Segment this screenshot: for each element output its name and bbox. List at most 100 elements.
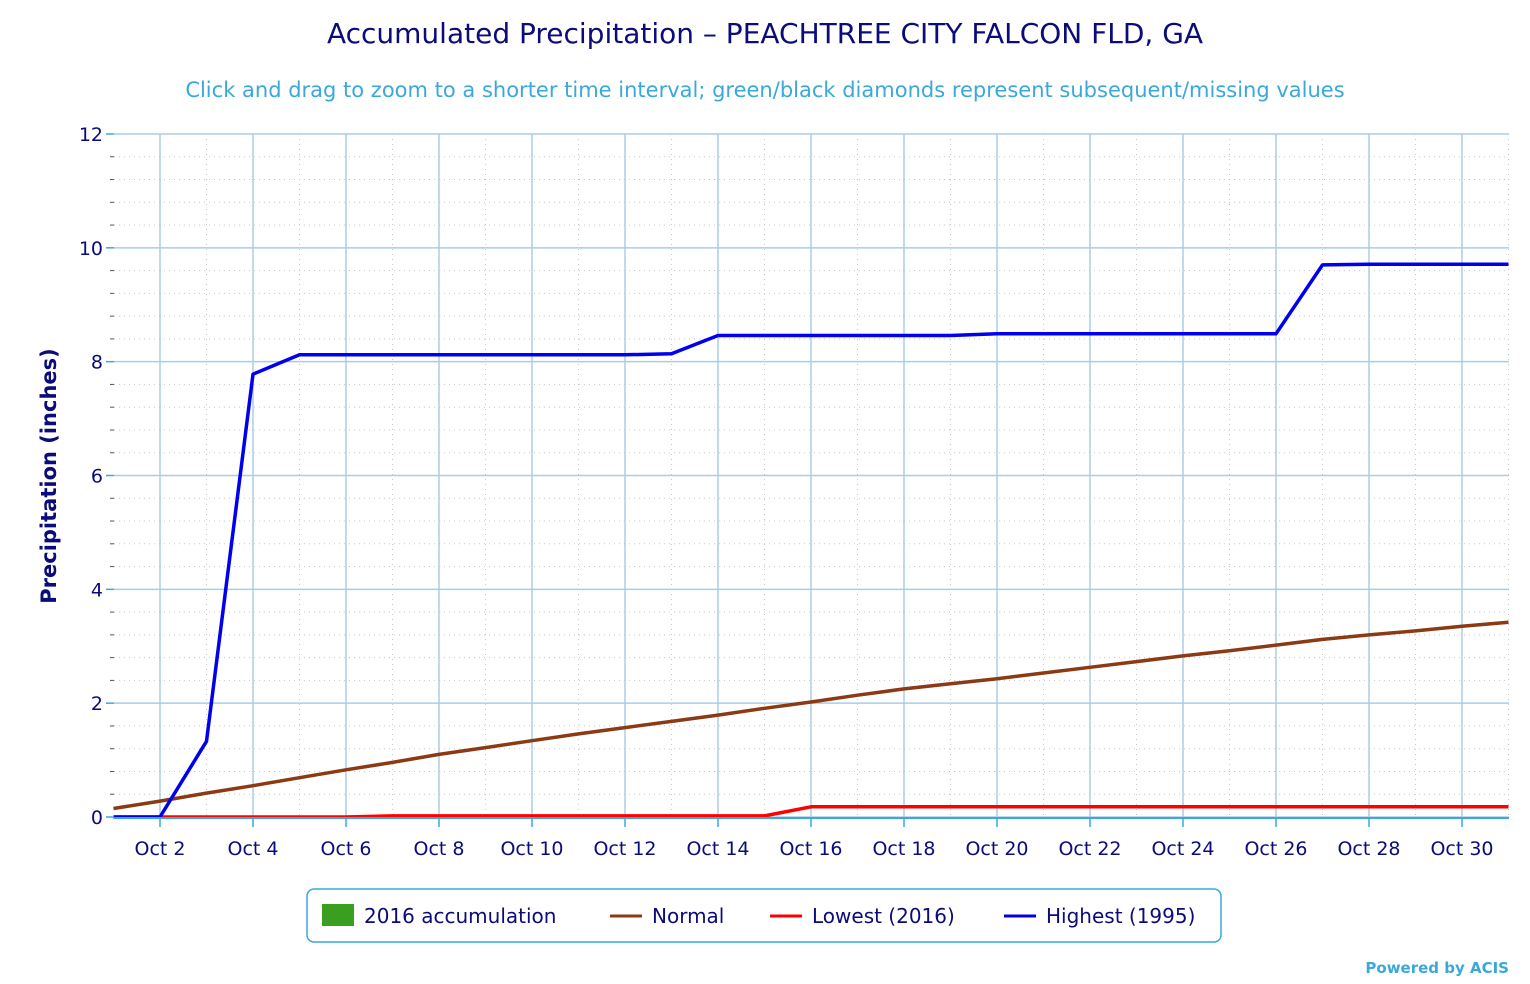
data-point-normal[interactable] (528, 737, 536, 745)
data-point-normal[interactable] (854, 691, 862, 699)
data-point-highest-1995[interactable] (1505, 260, 1513, 268)
data-point-highest-1995[interactable] (575, 351, 583, 359)
data-point-normal[interactable] (1412, 627, 1420, 635)
data-point-lowest-2016[interactable] (1458, 803, 1466, 811)
data-point-highest-1995[interactable] (714, 331, 722, 339)
data-point-highest-1995[interactable] (435, 351, 443, 359)
data-point-highest-1995[interactable] (1412, 260, 1420, 268)
data-point-highest-1995[interactable] (807, 331, 815, 339)
chart-title: Accumulated Precipitation – PEACHTREE CI… (327, 17, 1203, 50)
data-point-lowest-2016[interactable] (993, 803, 1001, 811)
x-tick-label: Oct 28 (1337, 838, 1400, 860)
data-point-lowest-2016[interactable] (1319, 803, 1327, 811)
x-tick-label: Oct 20 (965, 838, 1028, 860)
data-point-normal[interactable] (714, 711, 722, 719)
x-tick-label: Oct 30 (1430, 838, 1493, 860)
data-point-highest-1995[interactable] (296, 351, 304, 359)
data-point-highest-1995[interactable] (482, 351, 490, 359)
data-point-normal[interactable] (342, 766, 350, 774)
data-point-lowest-2016[interactable] (1365, 803, 1373, 811)
data-point-normal[interactable] (761, 704, 769, 712)
data-point-highest-1995[interactable] (249, 370, 257, 378)
data-point-highest-1995[interactable] (1319, 261, 1327, 269)
series-line-normal[interactable] (113, 620, 1509, 811)
data-point-lowest-2016[interactable] (947, 803, 955, 811)
legend-label-highest-1995: Highest (1995) (1046, 904, 1195, 928)
data-point-normal[interactable] (1458, 622, 1466, 630)
x-tick-label: Oct 24 (1151, 838, 1214, 860)
legend-swatch-2016-accumulation (322, 904, 354, 926)
x-tick-label: Oct 4 (228, 838, 279, 860)
data-point-normal[interactable] (947, 680, 955, 688)
data-point-lowest-2016[interactable] (1086, 803, 1094, 811)
data-point-lowest-2016[interactable] (1412, 803, 1420, 811)
data-point-normal[interactable] (1086, 663, 1094, 671)
data-point-highest-1995[interactable] (1179, 330, 1187, 338)
data-point-normal[interactable] (389, 758, 397, 766)
data-point-highest-1995[interactable] (1272, 330, 1280, 338)
data-point-normal[interactable] (807, 698, 815, 706)
data-point-normal[interactable] (668, 717, 676, 725)
data-point-normal[interactable] (1365, 631, 1373, 639)
y-tick-label: 10 (79, 238, 103, 260)
data-point-highest-1995[interactable] (1226, 330, 1234, 338)
data-point-highest-1995[interactable] (1365, 260, 1373, 268)
data-point-highest-1995[interactable] (342, 351, 350, 359)
data-point-normal[interactable] (1319, 635, 1327, 643)
data-point-normal[interactable] (156, 797, 164, 805)
data-point-normal[interactable] (249, 782, 257, 790)
legend-item-highest-1995[interactable]: Highest (1995) (1004, 904, 1195, 928)
data-point-highest-1995[interactable] (389, 351, 397, 359)
data-point-normal[interactable] (110, 804, 118, 812)
data-point-lowest-2016[interactable] (1226, 803, 1234, 811)
data-point-highest-1995[interactable] (993, 330, 1001, 338)
data-point-normal[interactable] (1179, 652, 1187, 660)
data-point-highest-1995[interactable] (528, 351, 536, 359)
data-point-normal[interactable] (1226, 647, 1234, 655)
data-point-lowest-2016[interactable] (1272, 803, 1280, 811)
data-point-lowest-2016[interactable] (1505, 803, 1513, 811)
data-point-normal[interactable] (296, 774, 304, 782)
data-point-normal[interactable] (1272, 641, 1280, 649)
x-tick-label: Oct 18 (872, 838, 935, 860)
data-point-highest-1995[interactable] (854, 331, 862, 339)
y-axis-title: Precipitation (inches) (37, 348, 61, 604)
data-point-lowest-2016[interactable] (900, 803, 908, 811)
powered-by-credit[interactable]: Powered by ACIS (1365, 959, 1509, 977)
data-point-highest-1995[interactable] (1086, 330, 1094, 338)
data-point-highest-1995[interactable] (621, 351, 629, 359)
legend-item-lowest-2016[interactable]: Lowest (2016) (770, 904, 955, 928)
data-point-normal[interactable] (1505, 618, 1513, 626)
data-point-highest-1995[interactable] (1133, 330, 1141, 338)
y-tick-label: 2 (91, 693, 103, 715)
series-line-highest-1995[interactable] (113, 262, 1509, 819)
data-point-normal[interactable] (900, 685, 908, 693)
data-point-highest-1995[interactable] (203, 737, 211, 745)
data-point-normal[interactable] (435, 750, 443, 758)
data-point-normal[interactable] (1040, 669, 1048, 677)
data-point-highest-1995[interactable] (947, 331, 955, 339)
data-point-lowest-2016[interactable] (854, 803, 862, 811)
data-point-highest-1995[interactable] (668, 350, 676, 358)
legend-item-2016-accumulation[interactable]: 2016 accumulation (322, 904, 556, 928)
legend-label-2016-accumulation: 2016 accumulation (364, 904, 556, 928)
data-point-normal[interactable] (1133, 658, 1141, 666)
data-point-normal[interactable] (621, 724, 629, 732)
legend-item-normal[interactable]: Normal (610, 904, 724, 928)
data-point-normal[interactable] (203, 789, 211, 797)
data-point-highest-1995[interactable] (1458, 260, 1466, 268)
data-point-lowest-2016[interactable] (1179, 803, 1187, 811)
data-point-lowest-2016[interactable] (1133, 803, 1141, 811)
data-point-normal[interactable] (575, 730, 583, 738)
grid (114, 133, 1509, 818)
data-point-normal[interactable] (482, 744, 490, 752)
data-point-normal[interactable] (993, 675, 1001, 683)
data-point-highest-1995[interactable] (1040, 330, 1048, 338)
data-point-highest-1995[interactable] (761, 331, 769, 339)
x-tick-label: Oct 22 (1058, 838, 1121, 860)
y-tick-label: 8 (91, 352, 103, 374)
data-point-lowest-2016[interactable] (807, 803, 815, 811)
data-point-highest-1995[interactable] (900, 331, 908, 339)
data-point-lowest-2016[interactable] (1040, 803, 1048, 811)
